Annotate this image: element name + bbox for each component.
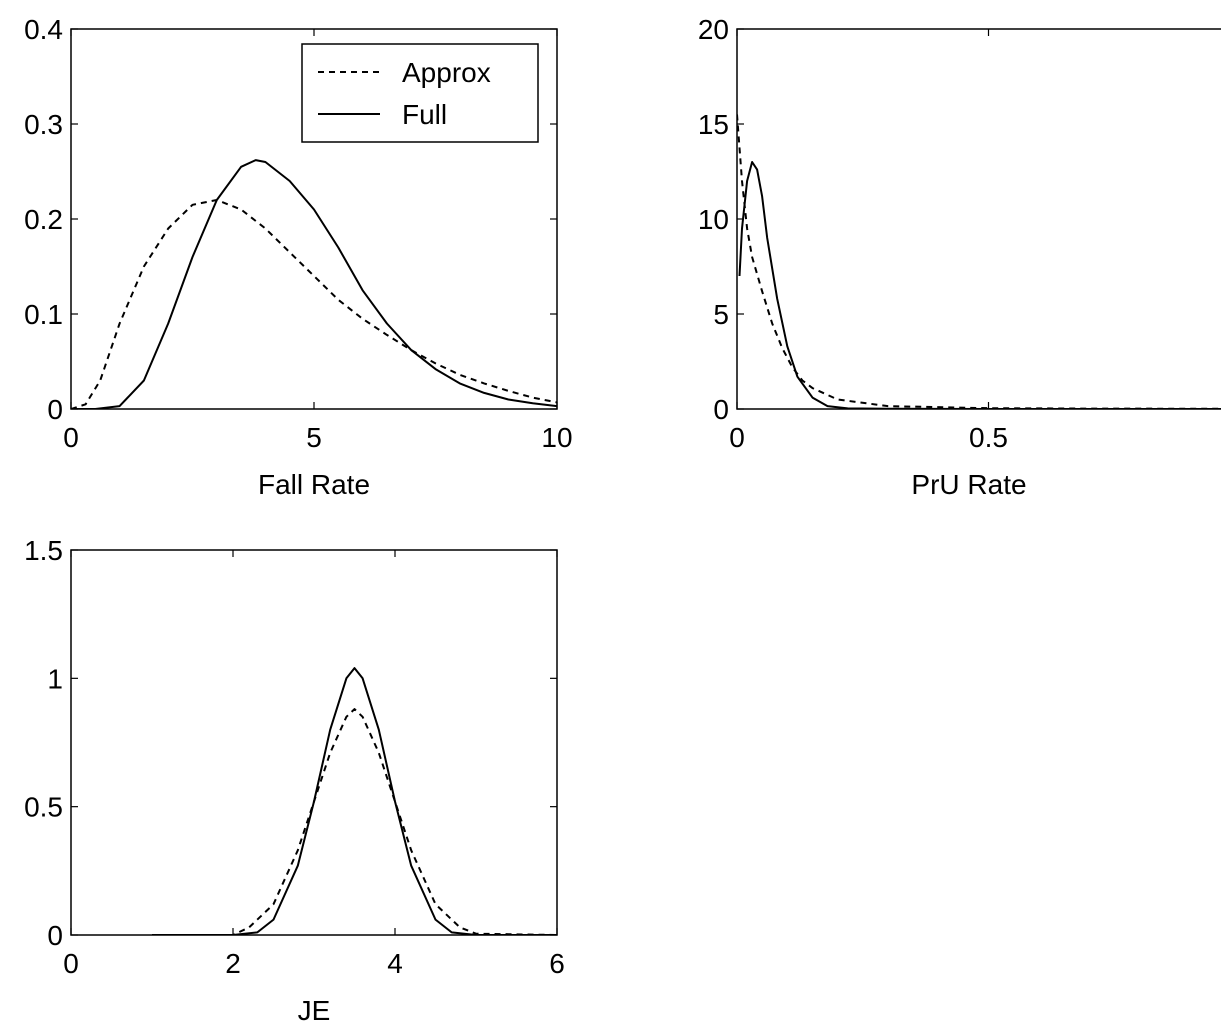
series-line-approx: [737, 114, 1221, 409]
legend: Approx Full: [301, 43, 539, 143]
x-tick-label: 4: [387, 948, 403, 979]
x-axis-label: Fall Rate: [258, 469, 370, 500]
x-tick-label: 10: [541, 422, 572, 453]
y-tick-label: 0.5: [24, 792, 63, 823]
y-tick-label: 0.3: [24, 109, 63, 140]
x-tick-label: 0: [63, 948, 79, 979]
y-tick-label: 0: [47, 920, 63, 951]
y-tick-label: 0.2: [24, 204, 63, 235]
x-tick-label: 0: [729, 422, 745, 453]
y-tick-label: 10: [698, 204, 729, 235]
series-line-full: [152, 667, 557, 935]
subplot-fall-rate: 0 5 10 0 0.1 0.2 0.3 0.4 Fall Rate Approx Full: [24, 14, 573, 500]
y-tick-label: 5: [713, 299, 729, 330]
y-tick-label: 0.4: [24, 14, 63, 45]
y-tick-label: 1: [47, 663, 63, 694]
x-tick-label: 0: [63, 422, 79, 453]
series-line-full: [71, 159, 557, 409]
legend-box: [301, 43, 539, 143]
y-tick-label: 20: [698, 14, 729, 45]
x-tick-label: 2: [225, 948, 241, 979]
series-line-full: [738, 161, 1221, 409]
subplot-pru-rate: 00.5105101520PrU Rate: [698, 14, 1221, 500]
y-tick-label: 1.5: [24, 535, 63, 566]
y-tick-label: 0.1: [24, 299, 63, 330]
series-line-approx: [71, 199, 557, 409]
x-tick-label: 6: [549, 948, 565, 979]
y-tick-label: 0: [713, 394, 729, 425]
y-tick-label: 15: [698, 109, 729, 140]
legend-label-full: Full: [402, 99, 447, 130]
x-axis-label: PrU Rate: [911, 469, 1026, 500]
x-tick-label: 5: [306, 422, 322, 453]
axes-frame: [70, 549, 558, 936]
y-tick-label: 0: [47, 394, 63, 425]
x-tick-label: 0.5: [969, 422, 1008, 453]
subplot-je: 0 2 4 6 0 0.5 1 1.5 JE: [24, 535, 565, 1024]
legend-label-approx: Approx: [402, 57, 491, 88]
series-line-approx: [152, 708, 557, 935]
axes-frame: [736, 28, 1221, 410]
x-axis-label: JE: [298, 995, 331, 1024]
